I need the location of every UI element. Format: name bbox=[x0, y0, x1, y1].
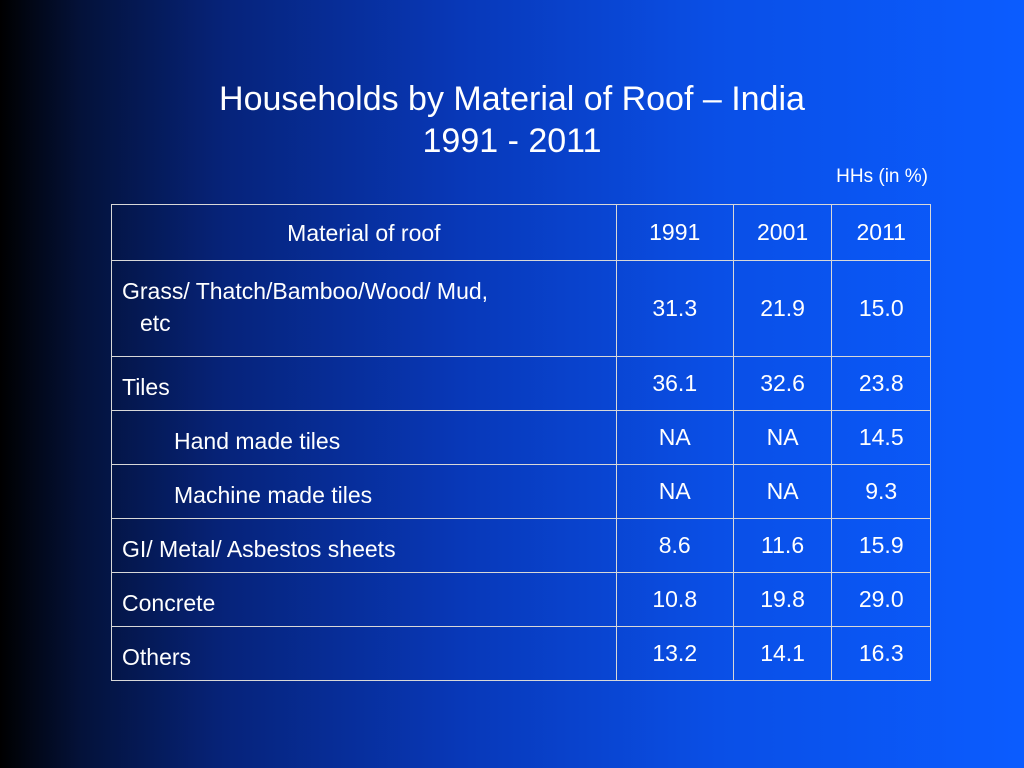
table-header-row: Material of roof 1991 2001 2011 bbox=[111, 204, 931, 261]
row-label: Tiles bbox=[111, 356, 617, 411]
title-line-2: 1991 - 2011 bbox=[422, 122, 602, 160]
header-2011: 2011 bbox=[831, 204, 931, 261]
title-line-1: Households by Material of Roof – India bbox=[219, 80, 805, 118]
cell-1991: NA bbox=[615, 410, 734, 465]
table-row: Others 13.2 14.1 16.3 bbox=[111, 626, 931, 681]
row-label: Concrete bbox=[111, 572, 617, 627]
cell-2001: 19.8 bbox=[732, 572, 833, 627]
header-material: Material of roof bbox=[111, 204, 617, 261]
unit-note: HHs (in %) bbox=[836, 166, 928, 187]
cell-2001: 32.6 bbox=[732, 356, 833, 411]
row-label: GI/ Metal/ Asbestos sheets bbox=[111, 518, 617, 573]
cell-2001: NA bbox=[732, 410, 833, 465]
cell-1991: 31.3 bbox=[615, 260, 734, 357]
table-row: GI/ Metal/ Asbestos sheets 8.6 11.6 15.9 bbox=[111, 518, 931, 573]
cell-1991: 8.6 bbox=[615, 518, 734, 573]
cell-2011: 15.0 bbox=[831, 260, 931, 357]
cell-2001: 21.9 bbox=[732, 260, 833, 357]
table-row: Concrete 10.8 19.8 29.0 bbox=[111, 572, 931, 627]
cell-2011: 16.3 bbox=[831, 626, 931, 681]
cell-2011: 14.5 bbox=[831, 410, 931, 465]
cell-2001: 11.6 bbox=[732, 518, 833, 573]
cell-2011: 15.9 bbox=[831, 518, 931, 573]
table-row: Machine made tiles NA NA 9.3 bbox=[111, 464, 931, 519]
cell-2011: 29.0 bbox=[831, 572, 931, 627]
slide-title: Households by Material of Roof – India 1… bbox=[0, 78, 1024, 162]
header-2001: 2001 bbox=[732, 204, 833, 261]
header-1991: 1991 bbox=[615, 204, 734, 261]
row-label: Others bbox=[111, 626, 617, 681]
cell-2001: 14.1 bbox=[732, 626, 833, 681]
cell-2011: 23.8 bbox=[831, 356, 931, 411]
table-row: Tiles 36.1 32.6 23.8 bbox=[111, 356, 931, 411]
row-label-line-2: etc bbox=[140, 310, 171, 336]
row-label: Hand made tiles bbox=[111, 410, 617, 465]
cell-1991: 10.8 bbox=[615, 572, 734, 627]
roof-material-table: Material of roof 1991 2001 2011 Grass/ T… bbox=[111, 204, 931, 681]
row-label: Grass/ Thatch/Bamboo/Wood/ Mud, etc bbox=[111, 260, 617, 357]
cell-1991: NA bbox=[615, 464, 734, 519]
table-row: Hand made tiles NA NA 14.5 bbox=[111, 410, 931, 465]
cell-1991: 36.1 bbox=[615, 356, 734, 411]
row-label: Machine made tiles bbox=[111, 464, 617, 519]
cell-1991: 13.2 bbox=[615, 626, 734, 681]
row-label-line-1: Grass/ Thatch/Bamboo/Wood/ Mud, bbox=[122, 278, 489, 304]
cell-2001: NA bbox=[732, 464, 833, 519]
cell-2011: 9.3 bbox=[831, 464, 931, 519]
table-row: Grass/ Thatch/Bamboo/Wood/ Mud, etc 31.3… bbox=[111, 260, 931, 357]
